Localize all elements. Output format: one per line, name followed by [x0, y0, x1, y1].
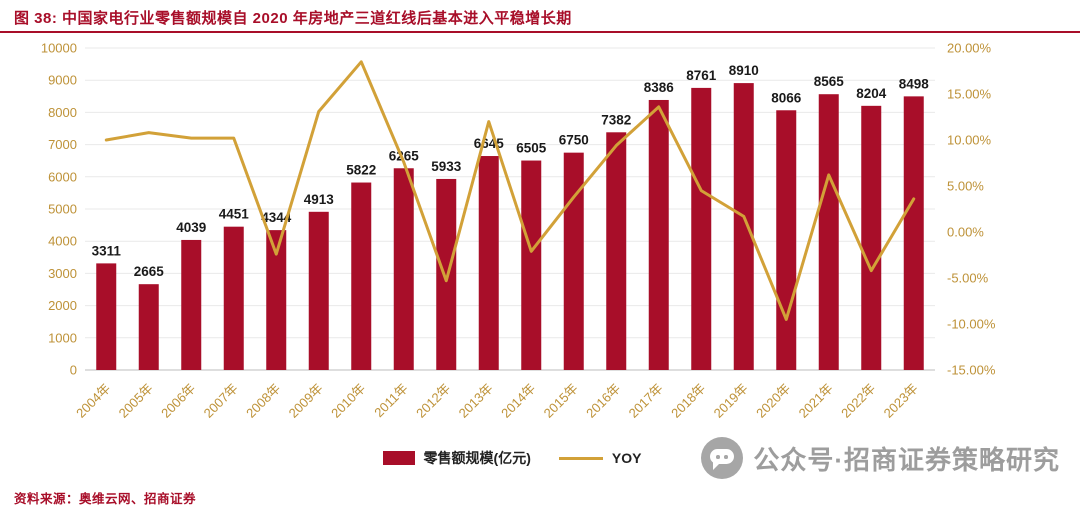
x-axis-label: 2017年 [626, 381, 666, 421]
bar-value-label: 8761 [686, 68, 717, 83]
bar-2005年 [138, 284, 159, 370]
bar-2020年 [776, 110, 797, 370]
title-divider [0, 31, 1080, 33]
x-axis-label: 2013年 [456, 381, 496, 421]
right-axis-tick-label: 0.00% [947, 225, 984, 240]
x-axis-label: 2012年 [413, 381, 453, 421]
chat-bubble-glyph [710, 449, 735, 470]
bar-swatch [382, 451, 415, 465]
bar-value-label: 5933 [431, 159, 462, 174]
bar-value-label: 4451 [219, 207, 250, 222]
bar-value-label: 8910 [729, 63, 759, 78]
legend-item-bars: 零售额规模(亿元) [382, 448, 531, 468]
right-axis-tick-label: -5.00% [947, 271, 989, 286]
bar-2009年 [308, 211, 329, 370]
right-axis-tick-label: 10.00% [947, 133, 992, 148]
left-axis-tick-label: 10000 [41, 41, 77, 56]
bar-value-label: 8565 [814, 74, 845, 89]
legend-bar-label: 零售额规模(亿元) [423, 450, 531, 466]
right-axis-tick-label: 5.00% [947, 179, 984, 194]
left-axis-tick-label: 7000 [48, 137, 77, 152]
bar-value-label: 7382 [601, 112, 631, 127]
x-axis-label: 2008年 [243, 381, 283, 421]
bar-2016年 [606, 132, 627, 370]
bar-value-label: 6750 [559, 133, 589, 148]
bar-value-label: 6505 [516, 141, 547, 156]
bar-2023年 [903, 96, 924, 371]
bar-2011年 [393, 168, 414, 370]
bar-value-label: 3311 [92, 243, 122, 258]
legend-line-label: YOY [611, 450, 642, 466]
right-axis-tick-label: -15.00% [947, 363, 996, 378]
right-axis-tick-label: -10.00% [947, 317, 996, 332]
right-axis-tick-label: 20.00% [947, 41, 992, 56]
left-axis-tick-label: 9000 [48, 73, 77, 88]
chart-title: 图 38: 中国家电行业零售额规模自 2020 年房地产三道红线后基本进入平稳增… [14, 7, 572, 28]
bar-2022年 [861, 105, 882, 370]
x-axis-label: 2021年 [796, 381, 836, 421]
bar-value-label: 4344 [261, 210, 292, 225]
line-swatch [558, 456, 603, 460]
bar-2018年 [691, 87, 712, 370]
bar-value-label: 6645 [474, 136, 505, 151]
bar-value-label: 8386 [644, 80, 675, 95]
left-axis-tick-label: 2000 [48, 298, 77, 313]
x-axis-label: 2004年 [73, 381, 113, 421]
bar-2015年 [563, 152, 584, 370]
x-axis-label: 2022年 [838, 381, 878, 421]
x-axis-label: 2014年 [498, 381, 538, 421]
x-axis-label: 2016年 [583, 381, 623, 421]
left-axis-tick-label: 1000 [48, 330, 77, 345]
source-note-text: 资料来源：奥维云网、招商证券 [14, 492, 197, 506]
wechat-chat-icon [701, 437, 744, 479]
bar-2017年 [648, 99, 669, 370]
watermark-text: 公众号·招商证券策略研究 [753, 444, 1060, 475]
bar-value-label: 5822 [346, 163, 376, 178]
x-axis-label: 2005年 [116, 381, 156, 421]
bar-2014年 [521, 160, 542, 370]
x-axis-label: 2007年 [201, 381, 241, 421]
bar-2010年 [351, 182, 372, 370]
bar-2012年 [436, 178, 457, 370]
bar-2006年 [181, 239, 202, 370]
left-axis-tick-label: 6000 [48, 169, 77, 184]
bar-2021年 [818, 94, 839, 370]
chart-legend: 零售额规模(亿元) YOY [0, 448, 1052, 468]
watermark: 公众号·招商证券策略研究 [701, 437, 1060, 479]
x-axis-label: 2023年 [881, 381, 921, 421]
left-axis-tick-label: 8000 [48, 105, 77, 120]
source-note: 资料来源：奥维云网、招商证券 [14, 488, 196, 507]
left-axis-tick-label: 4000 [48, 234, 77, 249]
bar-value-label: 8498 [899, 76, 930, 91]
left-axis-tick-label: 3000 [48, 266, 77, 281]
chart-title-text: 图 38: 中国家电行业零售额规模自 2020 年房地产三道红线后基本进入平稳增… [14, 10, 572, 27]
right-axis-tick-label: 15.00% [947, 87, 992, 102]
bar-value-label: 4913 [304, 192, 335, 207]
x-axis-label: 2010年 [328, 381, 368, 421]
bar-2007年 [223, 226, 244, 370]
x-axis-label: 2011年 [371, 381, 411, 421]
bar-value-label: 8066 [771, 90, 802, 105]
left-axis-tick-label: 0 [70, 363, 77, 378]
bar-value-label: 6265 [389, 148, 420, 163]
bar-value-label: 2665 [134, 264, 165, 279]
x-axis-label: 2020年 [753, 381, 793, 421]
chart-canvas: 0 1000 2000 3000 4000 5000 6000 7000 8000 9000 100… [41, 41, 996, 421]
bar-2019年 [733, 83, 754, 371]
bar-value-label: 8204 [856, 86, 887, 101]
x-axis-label: 2015年 [541, 381, 581, 421]
bar-2013年 [478, 156, 499, 370]
bar-2004年 [96, 263, 117, 370]
bar-value-label: 4039 [176, 220, 206, 235]
legend-item-line: YOY [558, 450, 642, 466]
x-axis-label: 2018年 [668, 381, 708, 421]
yoy-line [104, 60, 916, 321]
x-axis-label: 2009年 [286, 381, 326, 421]
x-axis-label: 2019年 [711, 381, 751, 421]
left-axis-tick-label: 5000 [48, 202, 77, 217]
x-axis-label: 2006年 [158, 381, 198, 421]
bar-2008年 [266, 230, 287, 370]
